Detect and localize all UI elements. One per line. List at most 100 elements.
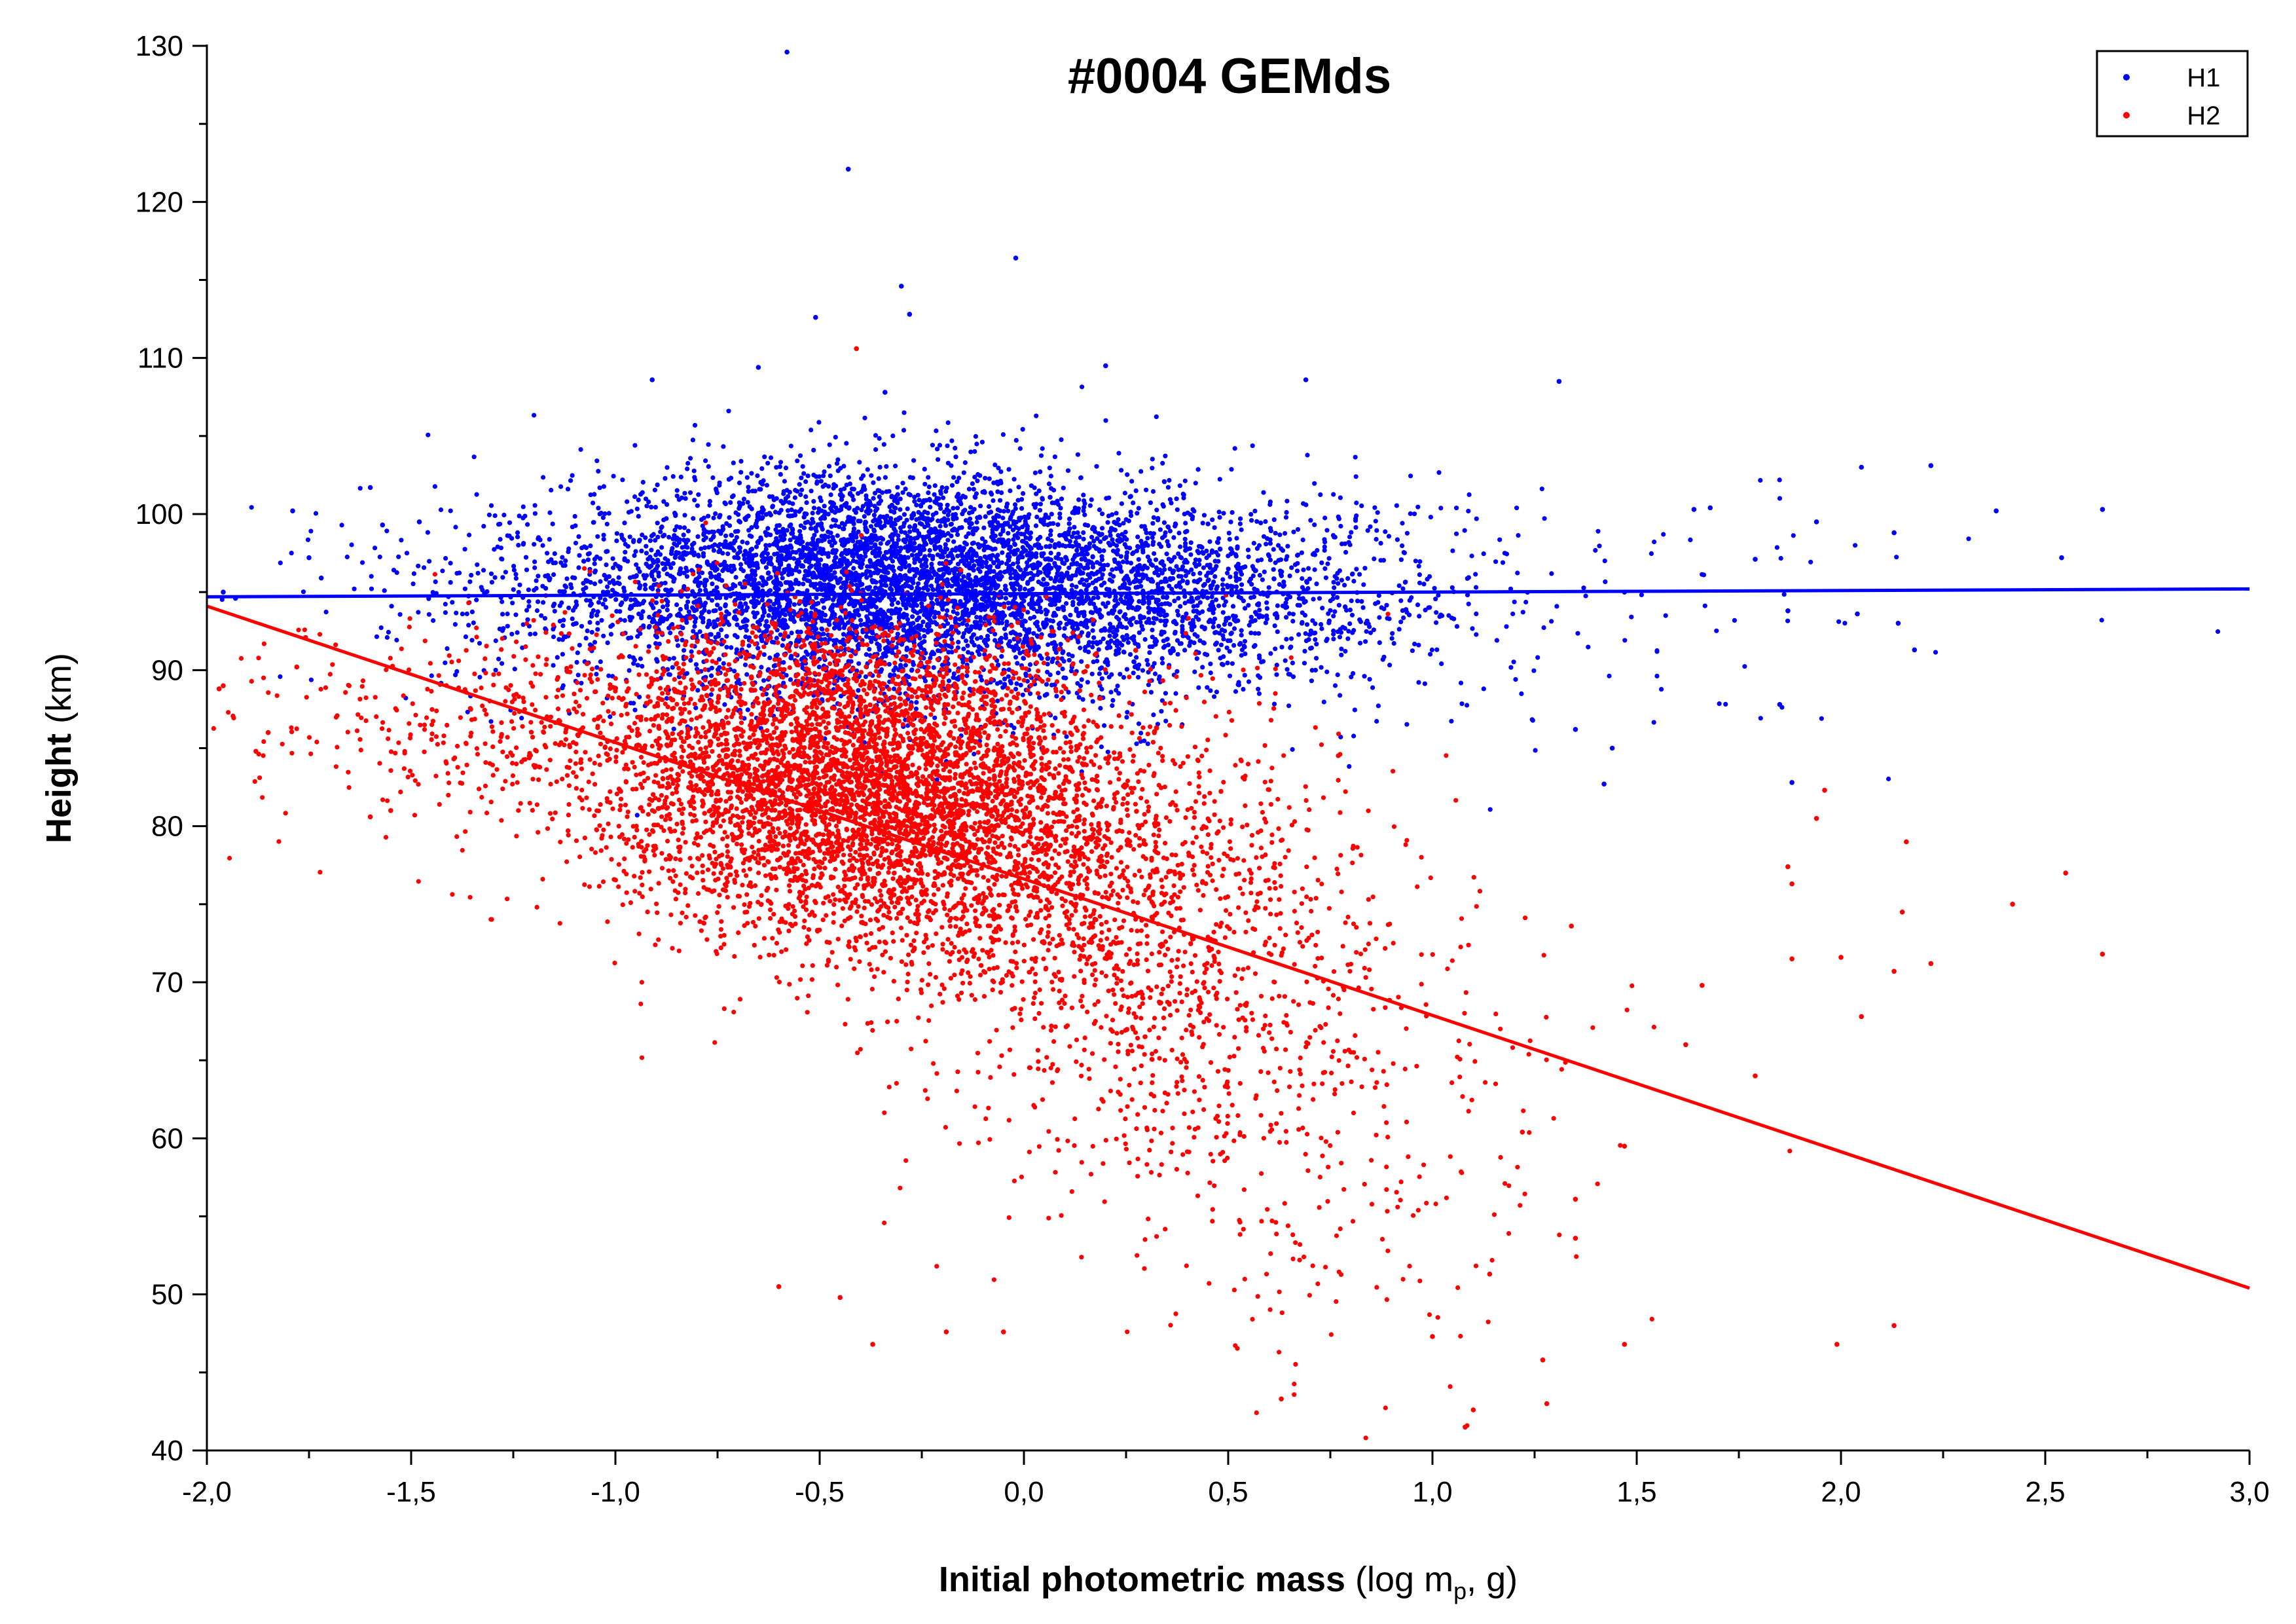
data-point [877,519,883,525]
data-point [917,635,922,641]
data-point [1085,572,1091,578]
data-point [755,563,760,568]
data-point [811,499,816,504]
data-point [920,547,925,553]
data-point [1176,530,1182,536]
data-point [1154,414,1159,420]
data-point [948,559,953,564]
data-point [668,613,673,618]
data-point [731,460,736,466]
data-point [900,481,905,486]
data-point [1145,662,1150,667]
data-point [719,627,724,633]
data-point [1007,638,1012,644]
data-point [1081,536,1086,542]
data-point [1178,604,1183,609]
data-point [819,508,824,513]
data-point [691,629,696,634]
data-point [1028,577,1033,582]
data-point [873,599,878,604]
data-point [509,631,515,637]
data-point [1353,474,1358,479]
data-point [481,524,486,529]
data-point [682,490,687,496]
data-point [689,568,695,573]
data-point [1091,621,1096,627]
data-point [1114,511,1119,516]
data-point [559,600,564,606]
data-point [623,542,628,547]
data-point [896,600,901,606]
data-point [1045,581,1050,587]
data-point [829,612,835,618]
data-point [912,494,917,500]
data-point [816,600,821,606]
data-point [640,600,646,606]
data-point [746,576,752,581]
data-point [1183,521,1188,526]
data-point [1118,554,1123,559]
data-point [723,533,729,538]
data-point [744,540,750,545]
data-point [632,574,638,580]
data-point [1271,567,1276,572]
data-point [860,473,866,479]
data-point [755,540,760,545]
data-point [858,618,864,623]
data-point [1174,564,1179,569]
data-point [684,574,689,579]
data-point [956,498,961,504]
data-point [919,563,924,568]
data-point [1011,477,1017,482]
data-point [1173,691,1178,696]
data-point [1301,567,1306,572]
data-point [1150,456,1155,462]
data-point [786,494,791,499]
data-point [958,502,964,507]
data-point [1108,533,1113,538]
data-point [708,673,714,678]
data-point [665,602,670,608]
data-point [1080,384,1085,390]
data-point [1057,515,1063,521]
data-point [583,578,589,583]
data-point [907,492,913,498]
data-point [920,619,926,625]
data-point [985,604,990,610]
data-point [929,540,934,545]
data-point [1003,587,1008,592]
data-point [1064,621,1069,627]
data-point [706,464,711,470]
data-point [795,629,800,635]
data-point [962,460,968,466]
data-point [643,586,648,592]
data-point [756,581,761,586]
data-point [782,479,787,484]
data-point [541,475,546,480]
data-point [829,543,835,548]
data-point [961,545,966,551]
data-point [978,623,983,628]
data-point [957,475,962,481]
data-point [930,556,936,562]
data-point [610,556,615,561]
data-point [830,602,835,608]
data-point [921,556,926,561]
data-point [416,563,421,568]
data-point [512,667,517,672]
data-point [1120,599,1125,604]
data-point [927,613,932,618]
data-point [788,677,793,682]
data-point [1139,469,1144,474]
data-point [769,606,774,612]
data-point [720,562,725,567]
data-point [629,605,634,610]
data-point [1052,454,1057,460]
data-point [902,512,907,517]
data-point [902,612,907,617]
data-point [1142,738,1147,743]
data-point [811,506,817,511]
data-point [602,597,608,602]
data-point [726,409,731,414]
data-point [1080,577,1085,582]
